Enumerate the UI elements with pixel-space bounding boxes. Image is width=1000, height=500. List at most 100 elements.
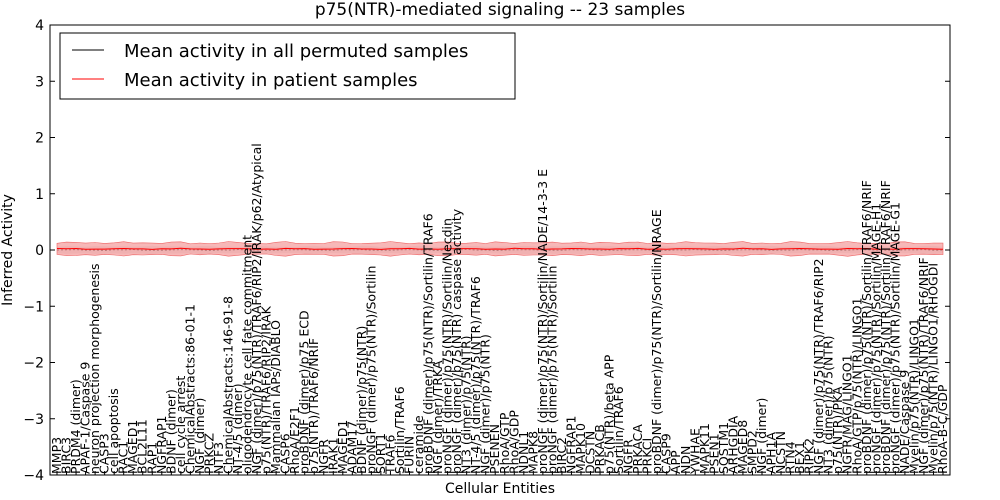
x-tick-label: neuron projection morphogenesis (87, 263, 102, 474)
x-tick-label: BCL2L11 (135, 419, 150, 474)
y-tick-label: 1 (35, 187, 44, 203)
x-tick-label: RhoA/GDP (506, 410, 521, 474)
x-tick-label: CASP6 (278, 433, 293, 474)
legend: Mean activity in all permuted samples Me… (59, 32, 516, 100)
x-tick-label: proBDNF (dimer)/p75(NTR)/Sortilin/NRAGE (649, 209, 664, 474)
x-tick-label: TRAF6 (382, 434, 397, 475)
x-tick-label: NGF (dimer)/p75(NTR)/TRAF6/NRIF (916, 257, 931, 474)
x-tick-label: RhoA/GTP/p75(NTR)/LINGO1 (849, 297, 864, 474)
x-tick-label: proBDNF (dimer)/p75(NTR)/Sortilin/TRAF6/… (859, 180, 874, 474)
x-tick-label: CASP3 (97, 433, 112, 474)
y-tick-label: −4 (23, 468, 44, 484)
x-tick-label: MAPK10 (573, 423, 588, 474)
x-tick-label: NGFR (621, 439, 636, 474)
x-tick-label: BIRC2 (554, 437, 569, 474)
x-tick-label: CASP9 (659, 433, 674, 474)
x-tick-label: YWHAE (687, 428, 702, 475)
x-tick-label: MAGED1 (125, 420, 140, 474)
x-tick-label: MAGED8 (735, 420, 750, 474)
x-tick-label: ceramide (411, 415, 426, 474)
x-tick-label: NGF (dimer)/TRKA (430, 360, 445, 474)
x-tick-label: SMPD2 (744, 430, 759, 474)
x-tick-label: Mammalian IAPs/DIABLO (268, 320, 283, 474)
x-tick-label: NDN (678, 446, 693, 474)
x-tick-label: NT3 (dimer)/p75(NTR) (821, 335, 836, 474)
x-tick-label: Sortilin/TRAF6 (611, 386, 626, 474)
x-tick-label: Myelin/p75(NTR)/LINGO1/RHOGDI (925, 263, 940, 474)
x-tick-label: RhoA/E2F1 (287, 406, 302, 474)
y-axis-label: Inferred Activity (0, 194, 16, 306)
x-tick-label: PSEN1 (706, 433, 721, 474)
x-tick-label: PSENEN (487, 424, 502, 474)
x-tick-label: SORT1 (373, 433, 388, 474)
x-tick-label: Sortilin/TRAF6 (392, 386, 407, 474)
y-tick-label: −2 (23, 356, 44, 372)
y-tick-label: 0 (35, 243, 44, 259)
x-tick-label: MMP3 (49, 437, 64, 474)
x-tick-label: NT3 (dimer)/p75(NTR) (459, 335, 474, 474)
x-tick-label: oligodendrocyte cell fate commitment (240, 235, 255, 474)
x-tick-label: PRKACA (630, 424, 645, 474)
x-tick-label: proBDNF (dimer)/p75(NTR)/Sortilin/TRAF6 (421, 213, 436, 474)
x-tick-label: RTN4 (783, 441, 798, 474)
legend-label-permuted: Mean activity in all permuted samples (124, 41, 468, 62)
x-tick-label: proNGF (dimer)/p75(NTR)/Sortilin/Necdin (440, 218, 455, 474)
x-tick-label: ADAM17 (344, 421, 359, 474)
x-tick-label: BDNF (dimer) (163, 389, 178, 474)
legend-box (59, 32, 516, 100)
x-tick-label: p75(NTR)/beta APP (602, 354, 617, 474)
x-tick-label: APH1A (764, 432, 779, 474)
x-tick-label: NGFRAP1 (154, 416, 169, 474)
chart-title: p75(NTR)-mediated signaling -- 23 sample… (315, 0, 685, 20)
x-tick-label: proBDNF (dimer)/p75(NTR)/Sortilin/TRAF6/… (878, 180, 893, 474)
x-tick-label: RIPK2 (802, 438, 817, 474)
x-tick-label: MAPK8 (525, 431, 540, 474)
x-tick-label: NTF3 (211, 442, 226, 474)
x-tick-label: p75(NTR)/PKA (830, 386, 845, 474)
x-tick-label: APP (668, 450, 683, 474)
x-tick-label: p75(NTR)/TRAF6/RIP2/IRAK (259, 305, 274, 474)
y-tick-label: 4 (35, 18, 44, 34)
x-tick-label: MAGED1 (335, 420, 350, 474)
x-tick-label: cell cycle arrest (173, 376, 188, 474)
y-tick-label: 3 (35, 74, 44, 90)
legend-label-patient: Mean activity in patient samples (124, 70, 418, 91)
x-tick-label: NDNL1 (516, 431, 531, 474)
x-tick-label: FURIN (401, 436, 416, 474)
x-tick-label: NT-4/5 (dimer)/p75(NTR)/TRAF6 (468, 276, 483, 474)
x-tick-label: proBDNF (dimer)/p75 ECD (297, 310, 312, 474)
x-tick-label: ARHGDIA (725, 415, 740, 474)
x-tick-label: proNGF (dimer)/p75(NTR)/Sortilin (363, 266, 378, 474)
x-tick-label: RAC1 (116, 441, 131, 474)
x-tick-label: BDNF (dimer)/p75(NTR) (354, 326, 369, 474)
x-axis-label: Cellular Entities (445, 481, 555, 497)
x-tick-label: NGF (dimer)/p75(NTR)/TRAF6/RIP2 (811, 258, 826, 474)
x-tick-label: proNGF (dimer)/p75(NTR)/Sortilin (544, 266, 559, 474)
x-tick-label: NGFR/MAG/LINGO1 (840, 354, 855, 474)
x-tick-label: p75(NTR)/TRAF6/NRIF (306, 338, 321, 474)
x-tick-label: proNGF (dimer)/p75(NTR)/Sortilin/NADE/14… (535, 169, 550, 474)
x-tick-label: IRAK1 (325, 437, 340, 474)
x-tick-label: NGF (dimer) (192, 398, 207, 474)
y-tick-label: −3 (23, 412, 44, 428)
x-tick-label: ChemicalAbstracts:86-01-1 (182, 304, 197, 474)
x-tick-label: NT-4/5 (dimer) (230, 383, 245, 474)
x-tick-label: NADE/Caspase 9 (897, 370, 912, 474)
x-tick-label: APAF-1/Caspase 9 (78, 362, 93, 474)
x-tick-label: NCSTN (773, 431, 788, 474)
x-tick-label: DCSTN (583, 431, 598, 474)
x-tick-label: proNGF (dimer)/p75(NTR) caspase activity (449, 208, 464, 474)
x-tick-label: proNGF (dimer)/p75(NTR)/Sortilin/MAGE-G1 (887, 202, 902, 474)
x-tick-label: MAPK11 (697, 423, 712, 474)
x-tick-label: NGF (dimer)/p75(NTR)/TRAF6/RIP2/IRAK/p62… (249, 143, 264, 474)
x-tick-label: RhoA-B-C/GDP (935, 384, 950, 474)
x-tick-label: ChemicalAbstracts:146-91-8 (220, 296, 235, 474)
x-tick-label: NGFRAP1 (563, 416, 578, 474)
x-tick-label: BIRC3 (59, 437, 74, 474)
x-tick-label: BEX1 (792, 441, 807, 474)
x-tick-label: PRKCZ (201, 433, 216, 474)
x-tick-label: RhoA/GTP (497, 412, 512, 474)
y-tick-label: −1 (23, 299, 44, 315)
x-tick-label: PRDM4 (dimer) (68, 379, 83, 474)
